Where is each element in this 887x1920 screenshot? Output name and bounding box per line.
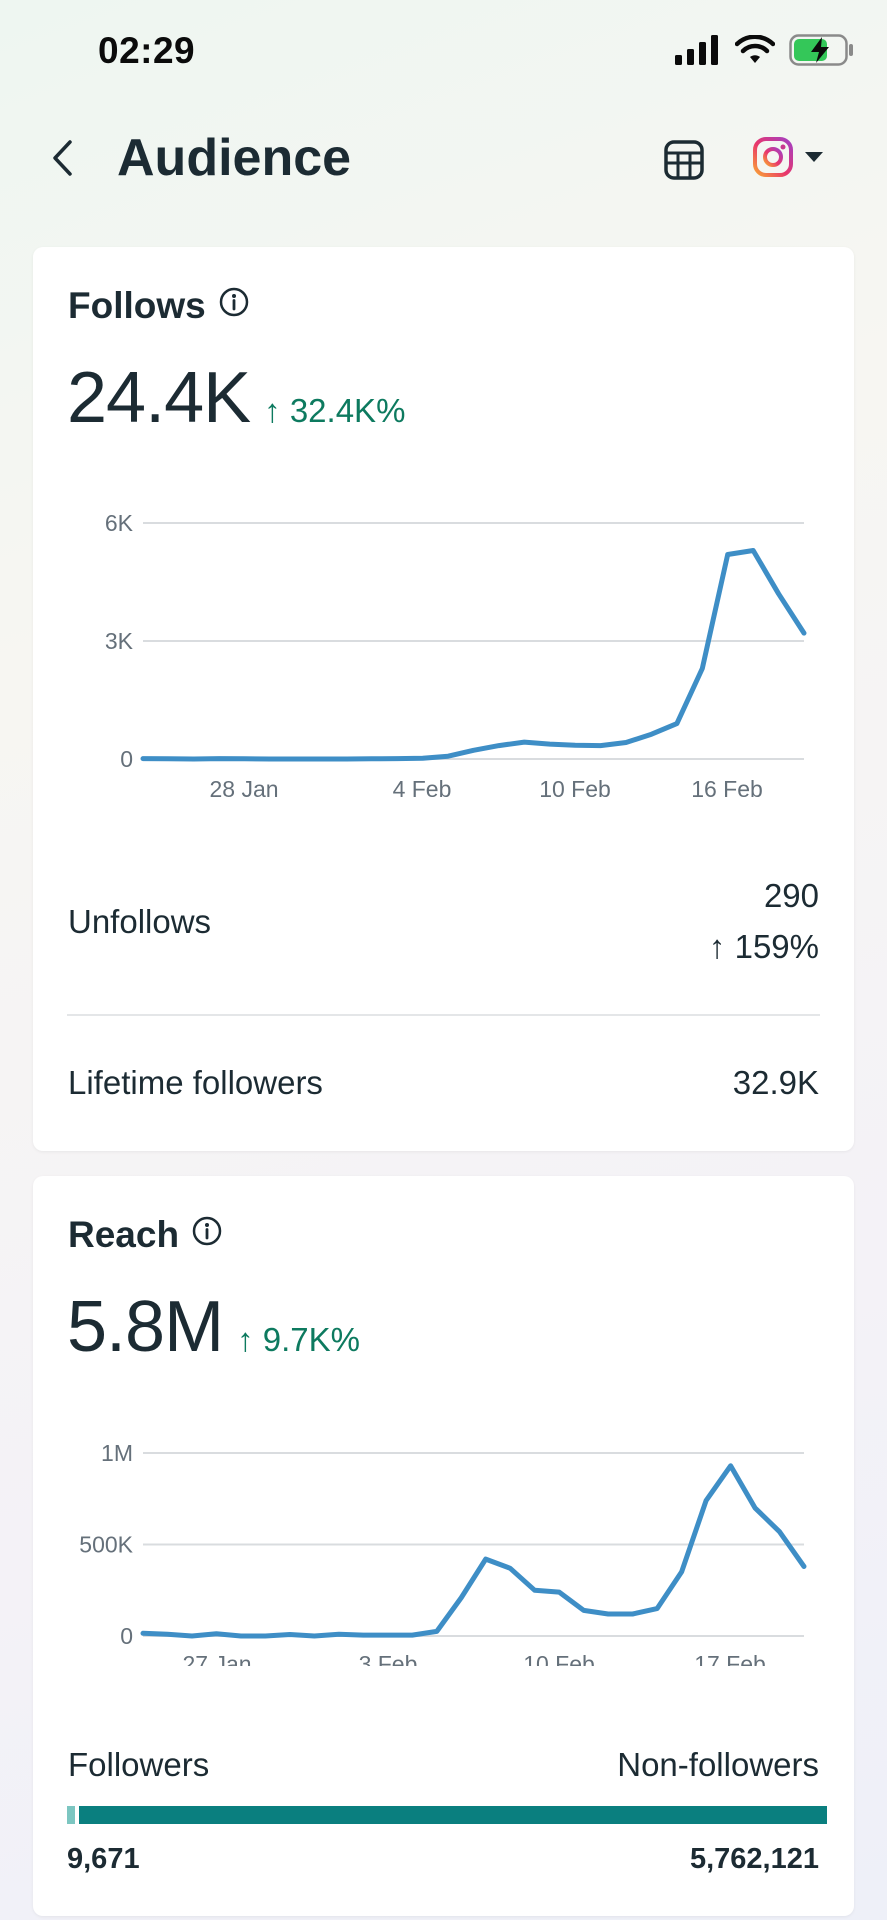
non-followers-label: Non-followers	[617, 1746, 819, 1783]
status-bar: 02:29	[0, 0, 887, 100]
y-tick-label: 0	[120, 1623, 133, 1649]
y-tick-label: 500K	[79, 1532, 133, 1558]
info-icon[interactable]	[218, 285, 250, 327]
follows-line-chart: 0 3K 6K 28 Jan 4 Feb 10 Feb 16 Feb	[105, 510, 807, 802]
reach-summary: 5.8M ↑ 9.7K%	[67, 1286, 360, 1368]
reach-line-chart: 0 500K 1M 27 Jan 3 Feb 10 Feb 17 Feb	[79, 1440, 807, 1666]
x-tick-label: 17 Feb	[694, 1651, 766, 1666]
battery-charging-icon	[789, 34, 855, 71]
x-tick-label: 10 Feb	[539, 776, 611, 802]
unfollows-label: Unfollows	[68, 903, 212, 940]
x-tick-label: 10 Feb	[523, 1651, 595, 1666]
divider	[67, 1014, 820, 1016]
x-tick-label: 16 Feb	[691, 776, 763, 802]
x-tick-label: 27 Jan	[182, 1651, 251, 1666]
calculator-button[interactable]	[662, 138, 706, 182]
cellular-signal-icon	[675, 35, 721, 70]
followers-split-bar	[67, 1806, 827, 1824]
status-time: 02:29	[98, 30, 196, 71]
reach-title: Reach	[68, 1214, 223, 1256]
reach-chart: 0 500K 1M 27 Jan 3 Feb 10 Feb 17 Feb	[33, 1426, 854, 1666]
x-tick-label: 28 Jan	[209, 776, 278, 802]
follows-card: Follows 24.4K ↑ 32.4K% 0 3K 6K 28 Jan 4 Feb 1…	[33, 247, 854, 1151]
unfollows-delta: ↑ 159%	[708, 928, 819, 965]
non-followers-count: 5,762,121	[689, 1843, 819, 1875]
header: Audience	[0, 118, 887, 202]
follows-summary: 24.4K ↑ 32.4K%	[67, 357, 405, 439]
reach-card: Reach 5.8M ↑ 9.7K% 0 500K 1M 27 Jan 3 Feb 10 …	[33, 1176, 854, 1916]
y-tick-label: 6K	[105, 510, 134, 536]
calculator-icon	[662, 140, 706, 186]
back-button[interactable]	[42, 136, 82, 184]
caret-down-icon	[804, 150, 824, 168]
follows-title-text: Follows	[68, 285, 206, 326]
followers-label: Followers	[68, 1746, 210, 1783]
follows-value: 24.4K	[67, 358, 251, 438]
y-tick-label: 1M	[101, 1440, 133, 1466]
y-tick-label: 3K	[105, 628, 134, 654]
series-line	[140, 548, 807, 762]
info-icon[interactable]	[191, 1214, 223, 1256]
followers-count: 9,671	[67, 1843, 140, 1875]
reach-title-text: Reach	[68, 1214, 180, 1255]
follows-title: Follows	[68, 285, 250, 327]
x-tick-label: 4 Feb	[393, 776, 452, 802]
instagram-icon	[752, 136, 794, 183]
series-line	[140, 1463, 807, 1639]
follows-chart: 0 3K 6K 28 Jan 4 Feb 10 Feb 16 Feb	[33, 497, 854, 802]
non-followers-bar-segment	[79, 1806, 827, 1824]
wifi-icon	[734, 34, 776, 70]
y-tick-label: 0	[120, 746, 133, 772]
unfollows-value: 290	[763, 877, 819, 914]
reach-value: 5.8M	[67, 1287, 224, 1367]
followers-bar-segment	[67, 1806, 75, 1824]
x-tick-label: 3 Feb	[359, 1651, 418, 1666]
follows-delta: ↑ 32.4K%	[264, 392, 406, 429]
reach-delta: ↑ 9.7K%	[237, 1321, 360, 1358]
chevron-left-icon	[51, 139, 73, 182]
lifetime-followers-value: 32.9K	[732, 1064, 819, 1101]
lifetime-followers-label: Lifetime followers	[68, 1064, 323, 1101]
page-title: Audience	[117, 129, 352, 187]
account-switcher[interactable]	[752, 136, 838, 182]
status-icons	[675, 34, 855, 71]
